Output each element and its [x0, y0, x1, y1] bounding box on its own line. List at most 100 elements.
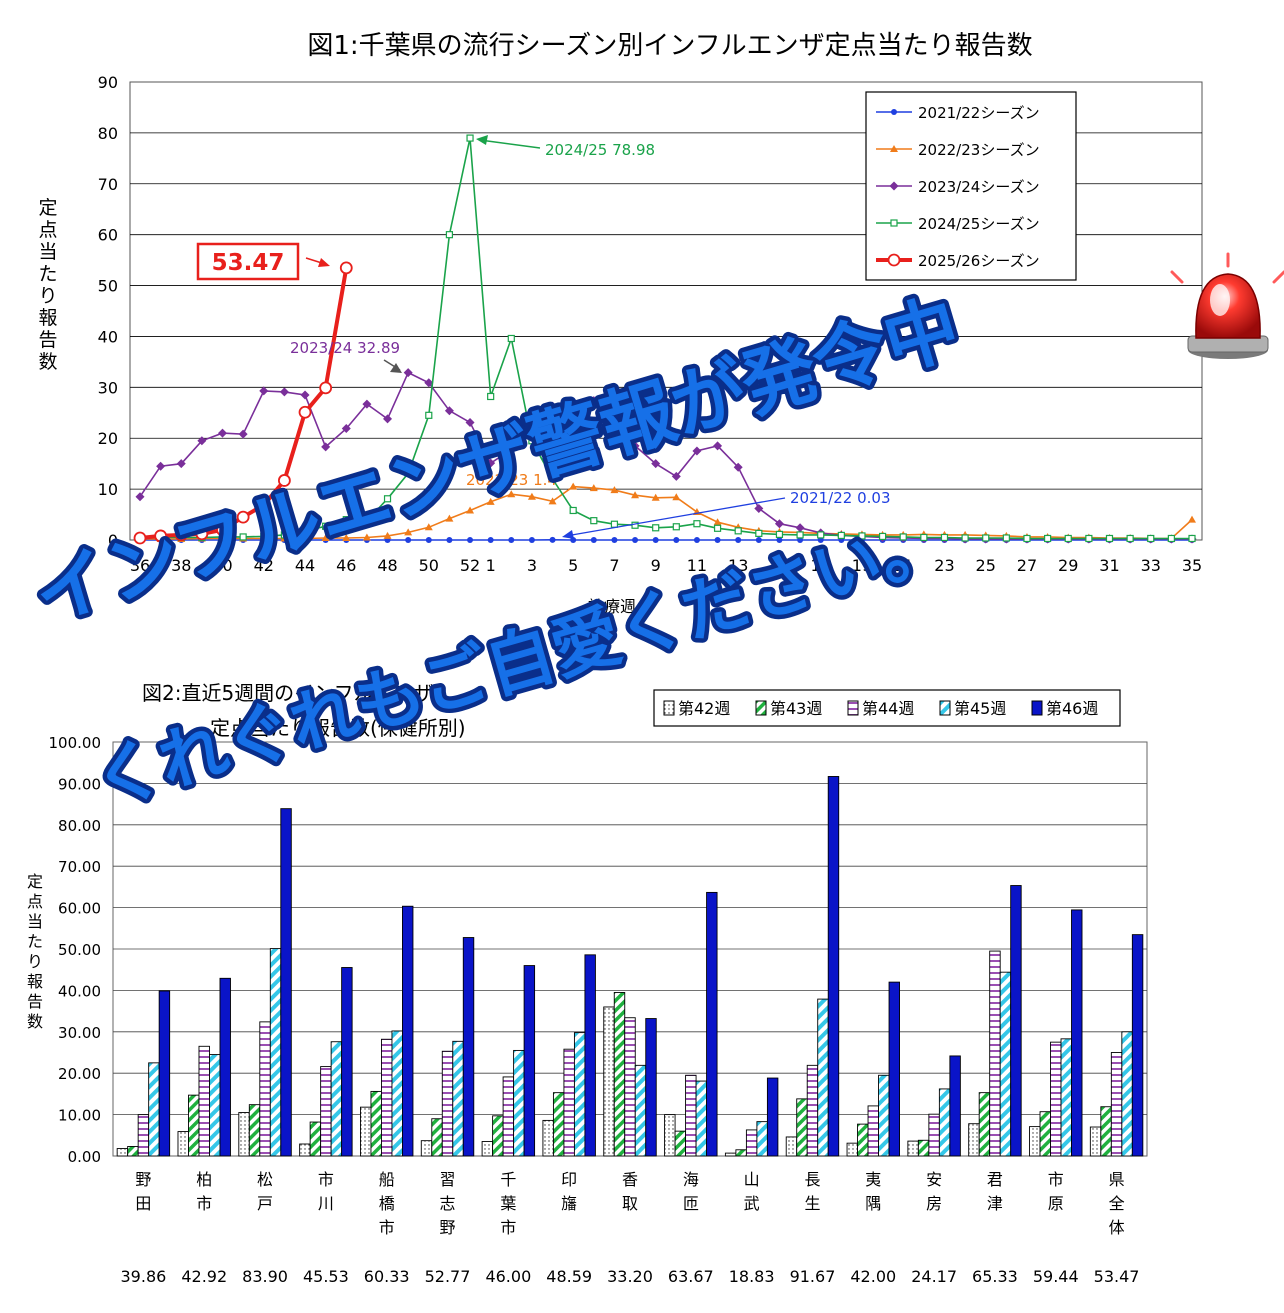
chart1-data-point: [920, 533, 928, 542]
chart1-legend-marker: [890, 219, 898, 227]
chart2-bar: [706, 891, 718, 1157]
chart2-category-label-char: 市: [500, 1218, 516, 1237]
chart2-category-label: 印旛: [561, 1170, 577, 1213]
chart1-data-point: [508, 537, 515, 543]
chart2-week46-values: 39.86 42.92 83.90 45.53 60.33 52.77 46.00 48.59…: [121, 1267, 1140, 1286]
chart2-category-label-char: 香: [622, 1170, 638, 1189]
chart2-bar: [248, 1104, 261, 1157]
chart2-bar: [978, 1092, 991, 1157]
chart1-data-point: [300, 390, 310, 400]
chart1-data-point: [878, 532, 887, 541]
chart2-category-label-char: 市: [1048, 1170, 1064, 1189]
chart1-legend-label: 2025/26シーズン: [918, 252, 1040, 270]
chart1-x-tick-label: 9: [651, 556, 661, 575]
chart2-y-tick-label: 30.00: [58, 1024, 101, 1042]
chart1-data-point: [362, 399, 372, 409]
chart2-bar: [756, 1121, 768, 1157]
chart1-data-point: [548, 497, 557, 505]
chart2-bar: [370, 1090, 382, 1157]
chart2-category-label-char: 田: [135, 1194, 151, 1213]
chart2-bar: [177, 1131, 189, 1157]
chart1-x-tick-label: 25: [976, 556, 996, 575]
chart2-bar: [1060, 1038, 1072, 1157]
siren-icon: [1170, 252, 1284, 359]
chart2-category-label-char: 旛: [561, 1194, 577, 1213]
chart1-x-tick-label: 48: [377, 556, 397, 575]
chart2-y-tick-label: 70.00: [58, 858, 101, 876]
chart2-bar: [827, 776, 840, 1157]
chart1-data-point: [1044, 534, 1052, 543]
chart2-bar: [1050, 1041, 1062, 1157]
chart2-category-label-char: 県: [1109, 1170, 1125, 1189]
chart1-data-point: [837, 531, 845, 540]
chart2-y-axis-label-text-char: 定: [27, 872, 43, 891]
chart1-data-point: [445, 514, 454, 522]
chart2-bar: [259, 1021, 271, 1157]
chart1-x-tick-label: 36: [130, 556, 150, 575]
chart1-data-point: [383, 414, 393, 424]
chart1-data-point: [693, 537, 700, 543]
chart2-bar: [219, 977, 231, 1157]
chart2-legend-label: 第44週: [862, 699, 914, 718]
chart2-category-label-char: 体: [1109, 1218, 1125, 1237]
chart1-data-point: [342, 533, 351, 541]
annotation-2021-22: 2021/22 0.03: [562, 489, 890, 539]
chart1-data-point: [590, 517, 598, 525]
chart2-category-label: 市原: [1048, 1170, 1064, 1213]
chart2-category-label: 長生: [804, 1170, 820, 1213]
chart1-y-tick-label: 10: [98, 480, 118, 499]
chart2-bar: [452, 1040, 464, 1157]
chart1-data-point: [363, 517, 371, 525]
chart1-data-point: [652, 524, 660, 532]
chart1-data-point: [424, 523, 433, 531]
chart2-bar: [917, 1139, 930, 1157]
chart2-bar: [1100, 1106, 1112, 1157]
chart2-week46-value: 33.20: [607, 1267, 653, 1286]
chart1-data-point: [673, 537, 680, 543]
chart2-legend-swatch: [1031, 700, 1043, 716]
chart1-data-point: [631, 491, 640, 499]
chart1-data-point: [713, 518, 722, 526]
chart2-legend-label: 第42週: [678, 699, 730, 718]
chart2-category-label: 松戸: [257, 1170, 273, 1213]
annotation-2023-24-peak: 2023/24 32.89: [290, 339, 402, 373]
chart2-y-axis-label-text-char: 当: [27, 912, 43, 931]
chart2-bar: [198, 1045, 210, 1157]
chart1-data-point: [528, 537, 535, 543]
chart2-y-axis-label-text-char: り: [27, 952, 43, 971]
chart2-bar: [584, 954, 596, 1157]
chart1-data-point: [341, 424, 351, 434]
chart2-bars: [116, 776, 1144, 1157]
chart2-category-label: 夷隅: [865, 1170, 881, 1213]
chart1-data-point: [590, 537, 597, 543]
chart2-bar: [188, 1094, 200, 1157]
chart1-data-point: [425, 537, 432, 543]
chart2-y-axis-label-text-char: 報: [27, 972, 43, 991]
chart2-category-label-char: 安: [926, 1170, 942, 1189]
chart1-x-tick-label: 3: [527, 556, 537, 575]
chart1-data-point: [446, 537, 453, 543]
annotation-2021-22-text: 2021/22 0.03: [790, 489, 890, 507]
chart1-data-point: [569, 506, 577, 515]
chart1-data-point: [239, 533, 247, 541]
chart2-bar: [938, 1088, 951, 1157]
chart2-y-axis-label-text: 定点当たり報告数: [27, 872, 43, 1031]
chart1-x-tick-label: 7: [609, 556, 619, 575]
chart2-category-label: 市川: [318, 1170, 334, 1213]
chart1-data-point: [133, 531, 147, 545]
chart2-y-tick-label: 40.00: [58, 982, 101, 1000]
chart2-bar: [481, 1141, 494, 1157]
chart2-bar: [735, 1149, 747, 1157]
chart2-category-label: 海匝: [683, 1170, 699, 1213]
chart1-data-point: [774, 519, 784, 529]
chart2-category-label-char: 橋: [379, 1194, 395, 1213]
chart1-data-point: [135, 492, 145, 502]
chart1-x-tick-label: 50: [419, 556, 439, 575]
chart1-data-point: [548, 401, 558, 411]
chart1-data-point: [321, 533, 330, 541]
chart1-data-point: [322, 522, 330, 530]
chart2-bar: [299, 1143, 311, 1157]
chart2-y-tick-label: 100.00: [49, 734, 102, 752]
chart2-bar: [137, 1114, 150, 1157]
